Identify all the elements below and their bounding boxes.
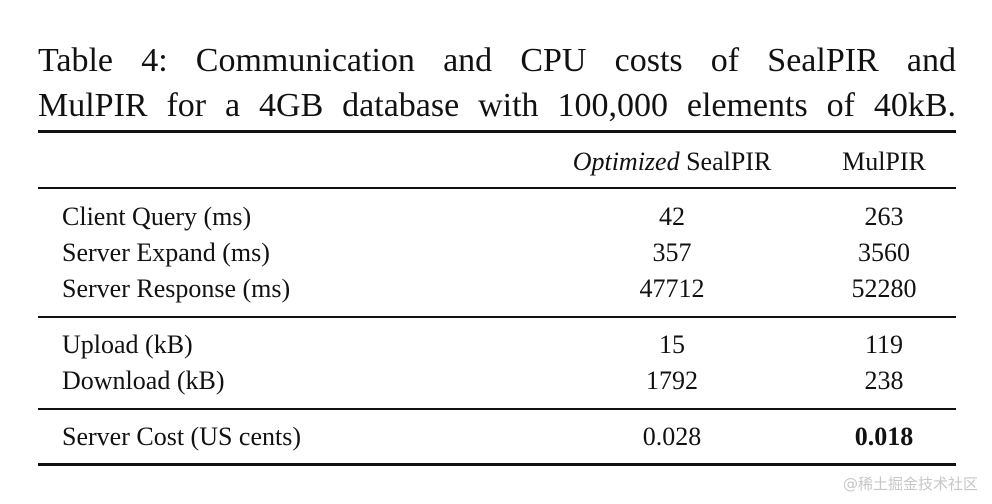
cell-client-query-sealpir: 42 [659, 202, 685, 231]
cell-server-expand-sealpir: 357 [652, 238, 692, 267]
row-label-server-cost: Server Cost (US cents) [62, 422, 302, 451]
group-rule-2 [38, 408, 956, 410]
header-rule [38, 187, 956, 189]
cell-download-mulpir: 238 [864, 366, 904, 395]
column-header-optimized-sealpir: Optimized SealPIR [572, 146, 772, 178]
row-label-server-expand: Server Expand (ms) [62, 238, 270, 267]
caption-line-2: MulPIR for a 4GB database with 100,000 e… [38, 87, 956, 124]
row-label-server-response: Server Response (ms) [62, 274, 291, 303]
cell-server-cost-mulpir: 0.018 [854, 422, 914, 451]
column-header-sealpir-text: SealPIR [679, 147, 772, 176]
bottom-rule [38, 463, 956, 466]
top-rule [38, 130, 956, 133]
row-label-client-query: Client Query (ms) [62, 202, 252, 231]
table-caption: Table 4: Communication and CPU costs of … [38, 38, 956, 128]
cell-upload-sealpir: 15 [659, 330, 685, 359]
cell-server-expand-mulpir: 3560 [858, 238, 910, 267]
cell-server-cost-sealpir: 0.028 [642, 422, 702, 451]
column-header-emphasis: Optimized [572, 147, 680, 176]
cell-download-sealpir: 1792 [646, 366, 698, 395]
cell-server-response-mulpir: 52280 [851, 274, 917, 303]
cell-server-response-sealpir: 47712 [639, 274, 705, 303]
row-label-upload: Upload (kB) [62, 330, 193, 359]
caption-line-1: Table 4: Communication and CPU costs of … [38, 42, 956, 79]
cell-client-query-mulpir: 263 [864, 202, 904, 231]
column-header-mulpir: MulPIR [842, 147, 926, 176]
watermark: @稀土掘金技术社区 [842, 475, 978, 493]
group-rule-1 [38, 316, 956, 318]
cell-upload-mulpir: 119 [864, 330, 904, 359]
row-label-download: Download (kB) [62, 366, 225, 395]
